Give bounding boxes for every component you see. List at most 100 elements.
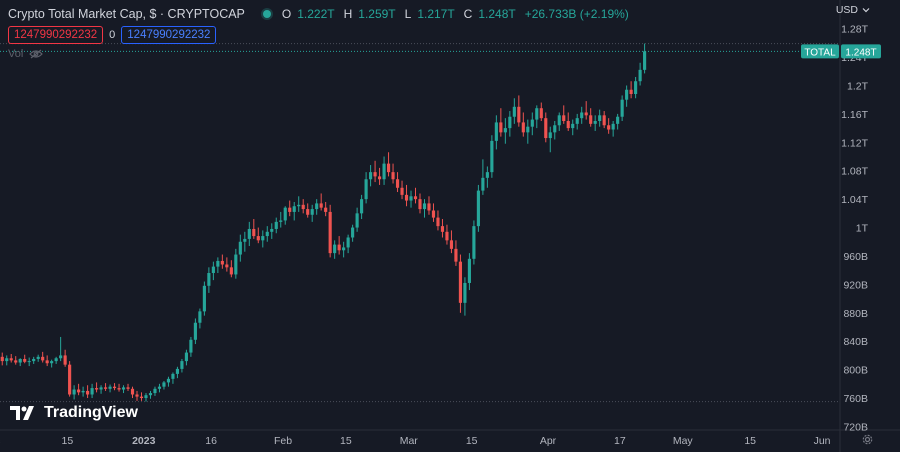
candle-body: [485, 172, 489, 178]
x-tick-label: 16: [205, 435, 217, 447]
candle-body: [427, 203, 431, 211]
candle-body: [63, 355, 67, 365]
candle-body: [184, 352, 188, 362]
candle-body: [378, 176, 382, 180]
market-status-icon: [262, 10, 271, 18]
y-tick-label: 840B: [843, 336, 868, 348]
candle-body: [400, 187, 404, 195]
candle-body: [333, 244, 337, 254]
sell-price-box[interactable]: 1247990292232: [8, 26, 104, 44]
close-value: 1.248T: [478, 7, 516, 21]
candle-body: [342, 247, 346, 251]
candle-body: [77, 389, 81, 393]
x-tick-label: Apr: [540, 435, 557, 447]
candle-body: [494, 122, 498, 141]
candle-body: [463, 282, 467, 303]
candle-body: [108, 386, 112, 389]
y-tick-label: 800B: [843, 365, 868, 377]
tradingview-logo-icon: [10, 406, 34, 420]
candle-body: [306, 209, 310, 215]
chevron-down-icon: [862, 8, 870, 13]
candle-body: [225, 264, 229, 268]
candle-body: [355, 213, 359, 228]
candle-body: [261, 236, 265, 241]
candle-body: [220, 260, 224, 265]
candle-body: [36, 356, 40, 359]
candle-body: [566, 121, 570, 129]
close-label: C: [463, 7, 473, 21]
candle-body: [445, 231, 449, 241]
candle-body: [153, 388, 157, 394]
candle-body: [247, 228, 251, 239]
eye-hidden-icon[interactable]: [29, 49, 44, 59]
candle-body: [413, 196, 418, 200]
candle-body: [607, 125, 611, 130]
candle-body: [45, 360, 49, 364]
candle-body: [86, 390, 90, 395]
x-tick-label: Feb: [274, 435, 292, 447]
y-tick-label: 1.16T: [841, 109, 868, 121]
candle-body: [611, 123, 615, 130]
candle-body: [121, 387, 126, 390]
candle-body: [198, 311, 202, 323]
bid-ask-row: 1247990292232 0 1247990292232: [8, 26, 217, 44]
candle-body: [54, 358, 58, 362]
candle-body: [548, 132, 552, 139]
tradingview-logo: TradingView: [10, 404, 138, 422]
candle-body: [256, 236, 260, 241]
candle-body: [593, 121, 597, 124]
candle-body: [404, 194, 409, 201]
candle-body: [189, 339, 193, 353]
candle-body: [59, 355, 63, 359]
candle-body: [265, 231, 269, 237]
candle-body: [144, 395, 148, 399]
candle-body: [68, 364, 72, 395]
y-tick-label: 960B: [843, 251, 868, 263]
buy-price-box[interactable]: 1247990292232: [121, 26, 217, 44]
candle-body: [283, 207, 287, 221]
candle-body: [243, 238, 247, 242]
candle-body: [431, 210, 436, 218]
symbol-title[interactable]: Crypto Total Market Cap, $ · CRYPTOCAP: [8, 7, 245, 21]
candle-body: [360, 199, 364, 214]
candle-body: [175, 368, 180, 374]
candle-body: [18, 358, 22, 363]
currency-label: USD: [835, 4, 858, 16]
candle-body: [103, 387, 108, 389]
candle-body: [270, 228, 274, 232]
candle-body: [135, 394, 139, 397]
symbol-tag-label: TOTAL: [804, 47, 836, 58]
candle-body: [539, 108, 543, 119]
candle-body: [337, 244, 341, 251]
candle-body: [27, 361, 31, 363]
candle-body: [328, 211, 332, 254]
volume-indicator[interactable]: Vol: [8, 48, 44, 60]
candle-body: [139, 396, 144, 399]
candle-body: [571, 123, 575, 129]
gear-icon[interactable]: [861, 433, 874, 446]
x-tick-label: Jun: [814, 435, 831, 447]
candle-body: [449, 240, 454, 249]
x-tick-label: 15: [744, 435, 756, 447]
currency-selector[interactable]: USD: [836, 4, 870, 16]
candle-body: [503, 128, 507, 133]
low-value: 1.217T: [417, 7, 455, 21]
volume-label: Vol: [8, 48, 24, 60]
candle-body: [9, 358, 13, 361]
candle-body: [23, 358, 27, 362]
candle-body: [373, 172, 377, 177]
candle-body: [436, 217, 440, 227]
candle-body: [238, 241, 242, 255]
candle-body: [643, 51, 647, 70]
low-label: L: [404, 7, 412, 21]
candle-body: [580, 112, 584, 119]
candle-body: [409, 196, 413, 201]
candle-body: [14, 360, 18, 363]
candle-body: [418, 199, 422, 210]
candle-body: [602, 115, 606, 126]
candle-body: [117, 388, 121, 390]
candle-body: [467, 258, 471, 283]
candle-body: [32, 358, 36, 362]
candle-body: [234, 254, 238, 275]
